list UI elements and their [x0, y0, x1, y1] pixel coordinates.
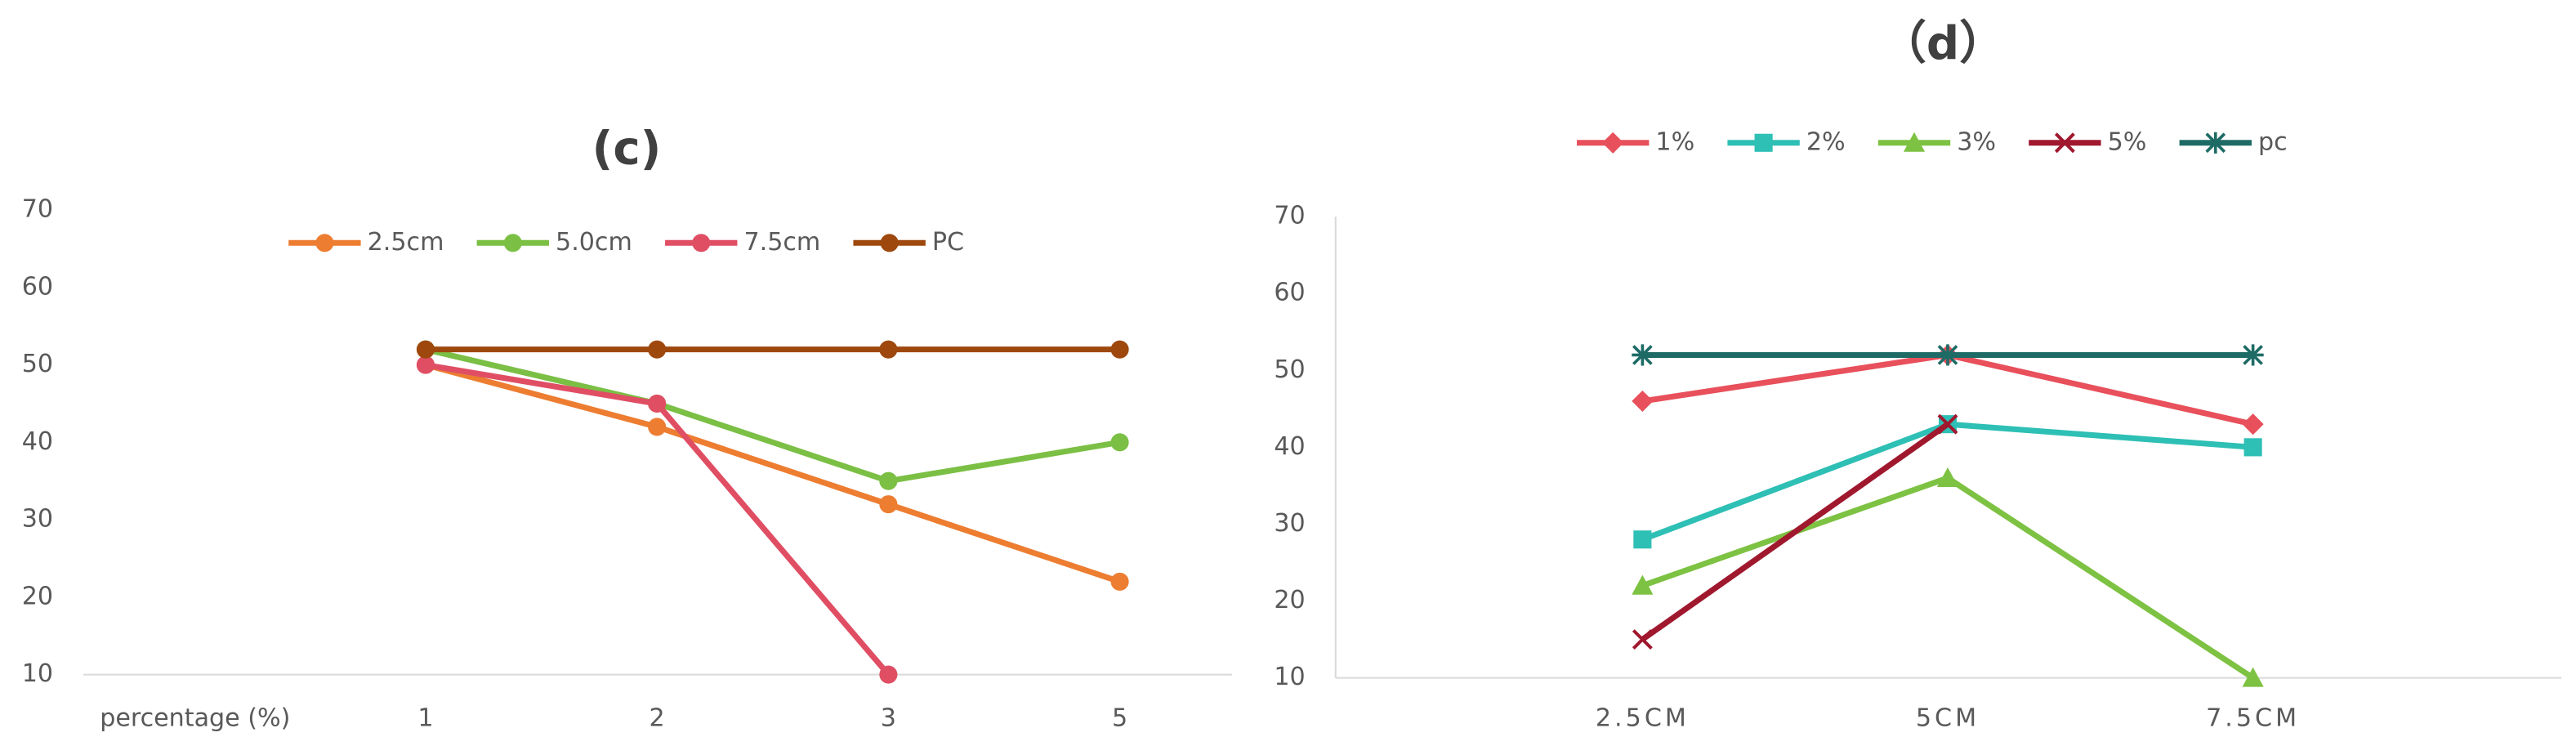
point-marker — [416, 355, 435, 374]
x-tick-label: 5CM — [1916, 704, 1980, 732]
x-tick-label: 2.5CM — [1596, 704, 1690, 732]
y-tick-label: 50 — [1274, 355, 1305, 384]
legend-marker — [2054, 132, 2075, 154]
legend-marker — [692, 234, 711, 252]
point-marker — [879, 340, 898, 359]
point-marker — [648, 340, 667, 359]
legend-marker — [880, 234, 899, 252]
series-line — [1641, 422, 1950, 642]
point-marker — [1110, 340, 1129, 359]
x-axis-label: percentage (%) — [100, 704, 290, 732]
y-tick-label: 40 — [1274, 432, 1305, 461]
legend-label: 5.0cm — [556, 228, 632, 257]
x-tick-label: 7.5CM — [2206, 704, 2300, 732]
chart-title: (c) — [592, 122, 662, 175]
point-marker — [416, 340, 435, 359]
legend-label: 3% — [1957, 127, 1996, 156]
x-tick-label: 5 — [1112, 704, 1127, 732]
y-tick-label: 60 — [22, 272, 53, 301]
y-tick-label: 60 — [1274, 279, 1305, 307]
y-tick-label: 40 — [22, 427, 53, 456]
x-tick-label: 1 — [417, 704, 433, 732]
y-tick-label: 70 — [1274, 202, 1305, 230]
legend-label: 2% — [1806, 127, 1846, 156]
legend-label: 2.5cm — [368, 228, 444, 257]
y-tick-label: 10 — [22, 659, 53, 688]
point-marker — [1632, 574, 1654, 595]
point-marker — [1633, 530, 1652, 549]
y-tick-label: 10 — [1274, 663, 1305, 691]
legend-marker — [1754, 133, 1773, 152]
legend-label: 7.5cm — [743, 228, 820, 257]
x-tick-label: 2 — [650, 704, 665, 732]
point-marker — [2242, 413, 2264, 436]
point-marker — [2243, 438, 2262, 457]
legend-label: 1% — [1655, 127, 1694, 156]
series-line — [425, 362, 1121, 585]
legend-marker — [315, 234, 334, 252]
point-marker — [648, 394, 667, 413]
legend-label: 5% — [2108, 127, 2147, 156]
point-marker — [1632, 629, 1653, 650]
y-tick-label: 50 — [22, 350, 53, 378]
legend-label: pc — [2258, 127, 2288, 156]
y-tick-label: 30 — [22, 505, 53, 534]
y-tick-label: 70 — [22, 195, 53, 224]
point-marker — [1937, 413, 1958, 435]
point-marker — [1110, 433, 1129, 452]
point-marker — [879, 665, 898, 684]
point-marker — [1936, 467, 1959, 488]
legend-marker — [1903, 132, 1926, 152]
point-marker — [1110, 572, 1129, 591]
legend-label: PC — [932, 228, 964, 257]
point-marker — [1632, 390, 1654, 412]
x-tick-label: 3 — [881, 704, 896, 732]
legend-marker — [2204, 132, 2226, 154]
y-tick-label: 30 — [1274, 509, 1305, 538]
point-marker — [1936, 344, 1959, 366]
legend-marker — [1602, 132, 1624, 154]
point-marker — [879, 471, 898, 490]
point-marker — [2242, 667, 2264, 687]
legend-marker — [503, 234, 522, 252]
chart-title: （d） — [1881, 17, 2006, 70]
y-tick-label: 20 — [1274, 586, 1305, 614]
point-marker — [648, 418, 667, 436]
point-marker — [879, 495, 898, 514]
y-tick-label: 20 — [22, 582, 53, 610]
point-marker — [2242, 344, 2264, 366]
point-marker — [1632, 344, 1654, 366]
series-line — [425, 346, 1121, 485]
